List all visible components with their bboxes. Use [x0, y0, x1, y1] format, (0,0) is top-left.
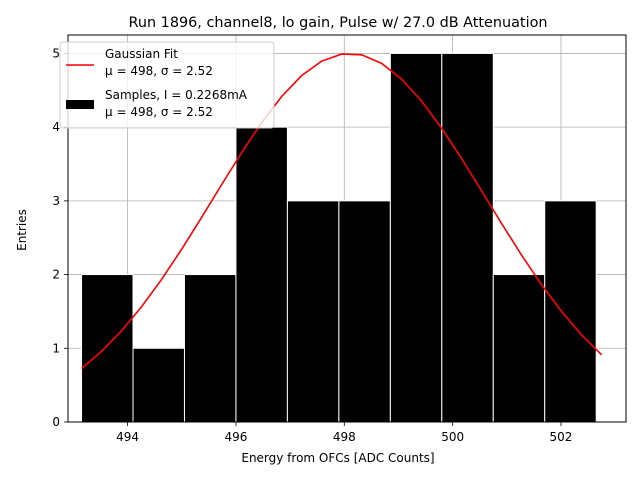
y-tick-label: 2 — [52, 268, 60, 282]
legend-box — [59, 41, 275, 129]
histogram-bar — [183, 274, 237, 423]
x-tick-label: 494 — [116, 430, 139, 444]
histogram-bar — [441, 52, 494, 423]
legend-fit-stats: μ = 498, σ = 2.52 — [105, 64, 213, 78]
legend: Gaussian Fit μ = 498, σ = 2.52 Samples, … — [59, 41, 275, 129]
x-axis-label: Energy from OFCs [ADC Counts] — [241, 451, 434, 465]
histogram-bar — [132, 347, 185, 423]
y-tick-label: 5 — [52, 46, 60, 60]
histogram-bar — [389, 52, 443, 423]
histogram-bar — [81, 274, 134, 423]
histogram-bar — [338, 200, 391, 423]
y-axis-label: Entries — [15, 209, 29, 251]
legend-samples-stats: μ = 498, σ = 2.52 — [105, 105, 213, 119]
chart-title: Run 1896, channel8, lo gain, Pulse w/ 27… — [129, 15, 548, 31]
plot-frame — [67, 34, 627, 423]
x-tick-label: 500 — [441, 430, 464, 444]
histogram-bars — [81, 52, 597, 423]
histogram-bar — [235, 126, 288, 423]
legend-fit-name: Gaussian Fit — [105, 47, 178, 61]
x-axis-ticks: 494 496 498 500 502 — [116, 422, 572, 444]
histogram-bar — [492, 274, 546, 423]
y-tick-label: 0 — [52, 415, 60, 429]
histogram-bar — [544, 200, 597, 423]
histogram-bar — [286, 200, 340, 423]
x-tick-label: 496 — [224, 430, 247, 444]
legend-samples-swatch — [66, 100, 94, 109]
gaussian-fit-curve — [81, 53, 603, 370]
y-tick-label: 3 — [52, 194, 60, 208]
x-tick-label: 502 — [550, 430, 573, 444]
y-tick-label: 1 — [52, 341, 60, 355]
legend-samples-name: Samples, I = 0.2268mA — [105, 88, 248, 102]
x-tick-label: 498 — [333, 430, 356, 444]
y-tick-label: 4 — [52, 120, 60, 134]
fit-line — [81, 53, 603, 370]
